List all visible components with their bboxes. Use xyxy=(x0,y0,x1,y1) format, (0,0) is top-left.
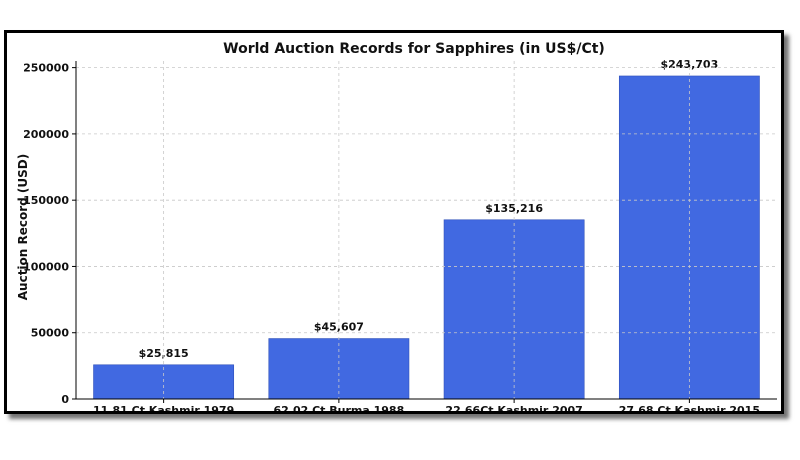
chart-title: World Auction Records for Sapphires (in … xyxy=(223,41,605,57)
x-tick-label: 22.66Ct Kashmir 2007 xyxy=(445,404,582,411)
chart-frame: World Auction Records for Sapphires (in … xyxy=(4,30,784,414)
y-tick-label: 100000 xyxy=(23,260,69,273)
bar-layer: $25,815$45,607$135,216$243,703 xyxy=(93,58,760,400)
y-tick-label: 250000 xyxy=(23,62,69,75)
data-label: $25,815 xyxy=(139,347,189,360)
y-tick-label: 200000 xyxy=(23,128,69,141)
x-tick-label: 27.68 Ct Kashmir 2015 xyxy=(619,404,760,411)
y-tick-label: 0 xyxy=(61,393,69,406)
data-label: $135,216 xyxy=(485,202,543,215)
axis-layer: 0 50000 100000 150000 200000 250000 11.81 Ct K… xyxy=(23,61,777,411)
x-tick-label: 62.02 Ct Burma 1988 xyxy=(273,404,404,411)
data-label: $243,703 xyxy=(660,58,718,71)
y-tick-label: 50000 xyxy=(31,327,70,340)
y-tick-label: 150000 xyxy=(23,194,69,207)
x-tick-label: 11.81 Ct Kashmir 1979 xyxy=(93,404,234,411)
y-axis-label: Auction Record (USD) xyxy=(16,154,30,301)
bar-chart: World Auction Records for Sapphires (in … xyxy=(16,41,777,411)
